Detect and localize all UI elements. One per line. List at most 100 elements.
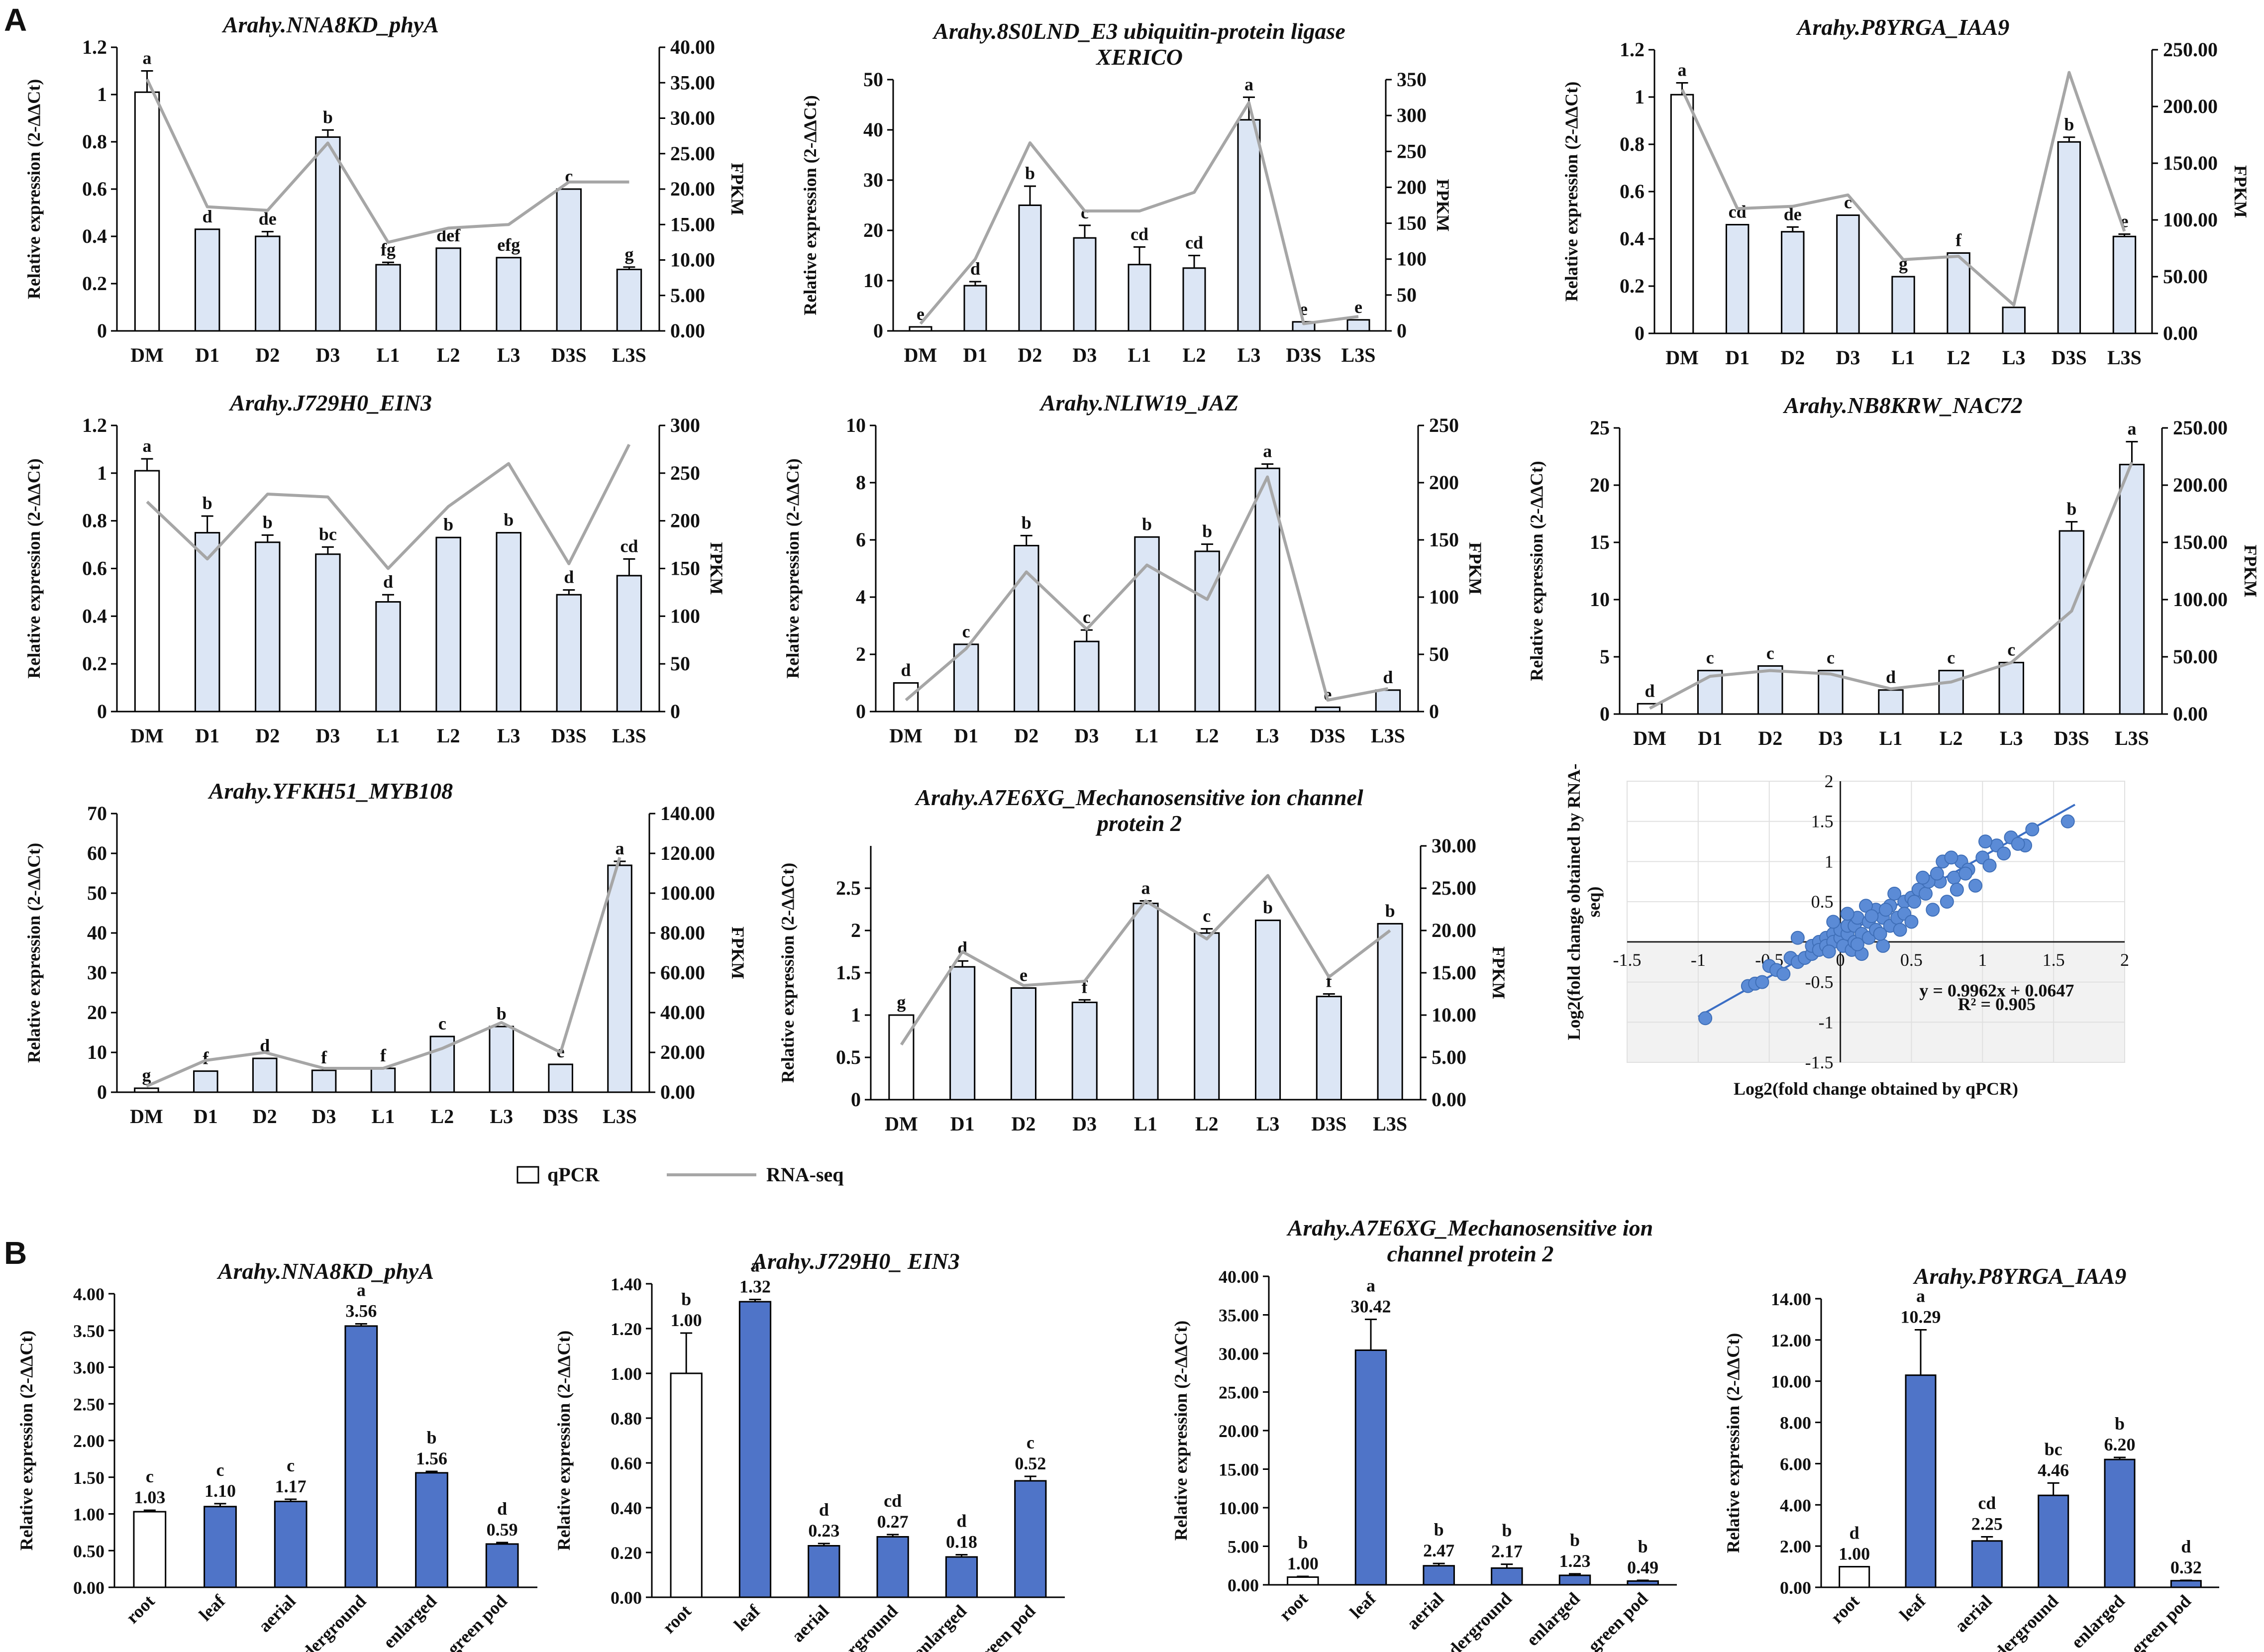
significance-letter: d <box>1850 1523 1859 1543</box>
category-label: DM <box>130 1105 163 1128</box>
y2-tick-label: 80.00 <box>660 922 705 944</box>
bar <box>1071 1002 1098 1101</box>
y-axis-label: Relative expression (2-ΔΔCt) <box>16 1331 36 1550</box>
scatter-point <box>1850 937 1864 951</box>
bar <box>496 257 521 332</box>
y-tick-label: 20 <box>87 1001 107 1024</box>
y2-tick-label: 50 <box>1397 284 1417 306</box>
bar <box>1018 205 1042 332</box>
y2-axis-label: FPKM <box>727 163 747 215</box>
y-tick-label: 2 <box>1825 771 1834 791</box>
y-tick-label: 0.4 <box>82 605 107 627</box>
bar <box>1491 1567 1523 1586</box>
bar <box>876 1536 909 1598</box>
y-tick-label: 1 <box>1825 851 1834 871</box>
category-label: root <box>1827 1591 1863 1627</box>
panel-b-label: B <box>4 1235 27 1271</box>
significance-letter: b <box>263 512 273 532</box>
y-tick-label: 20.00 <box>1219 1421 1259 1441</box>
category-label: D3 <box>312 1105 336 1128</box>
scatter-point <box>1776 967 1791 981</box>
bar <box>1725 224 1749 334</box>
y-axis-label: Relative expression (2-ΔΔCt) <box>1561 82 1581 302</box>
y2-axis-label: FPKM <box>1465 542 1485 595</box>
y-tick-label: 1.5 <box>1811 812 1834 831</box>
bar <box>1998 662 2024 715</box>
bar <box>556 188 582 332</box>
bar <box>435 536 461 713</box>
y-tick-label: -1 <box>1819 1012 1834 1032</box>
y2-tick-label: 0.00 <box>2163 322 2198 344</box>
y2-axis-label: FPKM <box>1433 179 1453 232</box>
data-label: 0.27 <box>877 1512 909 1532</box>
category-label: L1 <box>1134 1113 1157 1135</box>
significance-letter: b <box>681 1289 691 1309</box>
category-label: L3S <box>2107 346 2142 369</box>
y-tick-label: 1.20 <box>611 1319 642 1339</box>
x-tick-label: -1.5 <box>1613 950 1642 970</box>
significance-letter: d <box>1383 667 1393 687</box>
bar <box>616 269 642 332</box>
category-label: L3S <box>1371 724 1405 747</box>
bar <box>344 1325 378 1588</box>
bar <box>315 136 341 332</box>
y2-tick-label: 300 <box>670 414 700 436</box>
category-label: D2 <box>1758 727 1782 749</box>
scatter-point <box>1904 915 1919 929</box>
y2-tick-label: 30.00 <box>670 107 715 129</box>
data-label: 2.25 <box>1971 1514 2003 1534</box>
y-tick-label: 0 <box>1635 322 1645 344</box>
y-tick-label: 0 <box>97 319 107 342</box>
bar <box>1255 920 1281 1101</box>
significance-letter: d <box>819 1500 829 1520</box>
scatter-point <box>1864 909 1879 924</box>
scatter-point <box>1978 834 1992 849</box>
category-label: D2 <box>255 724 280 747</box>
significance-letter: a <box>357 1280 366 1300</box>
chart-3: Arahy.P8YRGA_IAA9 0 0.2 0.4 0.6 0.8 1 1.2 Relati… <box>1561 14 2251 369</box>
y2-tick-label: 20.00 <box>1432 919 1476 941</box>
y-tick-label: 50 <box>87 882 107 904</box>
category-label: DM <box>889 724 923 747</box>
x-tick-label: 1.5 <box>2043 950 2065 970</box>
bar <box>2002 307 2026 334</box>
significance-letter: b <box>1502 1521 1512 1541</box>
category-label: enlarged <box>1523 1588 1584 1650</box>
significance-letter: c <box>1203 906 1211 926</box>
category-label: D2 <box>1018 344 1042 366</box>
category-label: green pod <box>2127 1591 2195 1652</box>
significance-letter: c <box>1766 643 1774 663</box>
bar <box>1194 932 1220 1101</box>
bar <box>252 1057 278 1093</box>
rnaseq-line <box>1649 461 2134 710</box>
y-tick-label: 14.00 <box>1771 1289 1811 1309</box>
y-tick-label: 1.50 <box>73 1468 104 1488</box>
y-tick-label: 30.00 <box>1219 1344 1259 1364</box>
scatter-point <box>1876 938 1890 953</box>
y-tick-label: 10 <box>846 414 866 436</box>
y2-tick-label: 0.00 <box>670 319 705 342</box>
y-tick-label: 20 <box>1590 474 1610 496</box>
significance-letter: d <box>1886 667 1896 687</box>
y2-tick-label: 150 <box>670 557 700 580</box>
y-tick-label: 1.5 <box>836 961 861 984</box>
significance-letter: b <box>497 1004 507 1024</box>
chart-10: Arahy.NNA8KD_phyA 0.00 0.50 1.00 1.50 2.00 2.5… <box>16 1258 537 1652</box>
y-tick-label: 1.00 <box>73 1505 104 1525</box>
y-tick-label: 0.5 <box>836 1046 861 1068</box>
data-label: 2.47 <box>1423 1541 1454 1560</box>
bar <box>893 682 919 713</box>
data-label: 0.49 <box>1627 1557 1658 1577</box>
y-tick-label: 5 <box>1600 645 1610 668</box>
y-tick-label: 0.6 <box>1620 180 1645 203</box>
y2-tick-label: 150 <box>1429 528 1459 551</box>
y-tick-label: 0.5 <box>1811 892 1834 912</box>
y2-tick-label: 0 <box>670 700 680 723</box>
y2-tick-label: 200 <box>1429 471 1459 494</box>
category-label: root <box>122 1591 158 1627</box>
category-label: D2 <box>1780 346 1805 369</box>
bar <box>375 601 401 713</box>
category-label: underground <box>816 1601 902 1652</box>
y2-tick-label: 30.00 <box>1432 834 1476 857</box>
data-label: 0.23 <box>808 1521 839 1541</box>
